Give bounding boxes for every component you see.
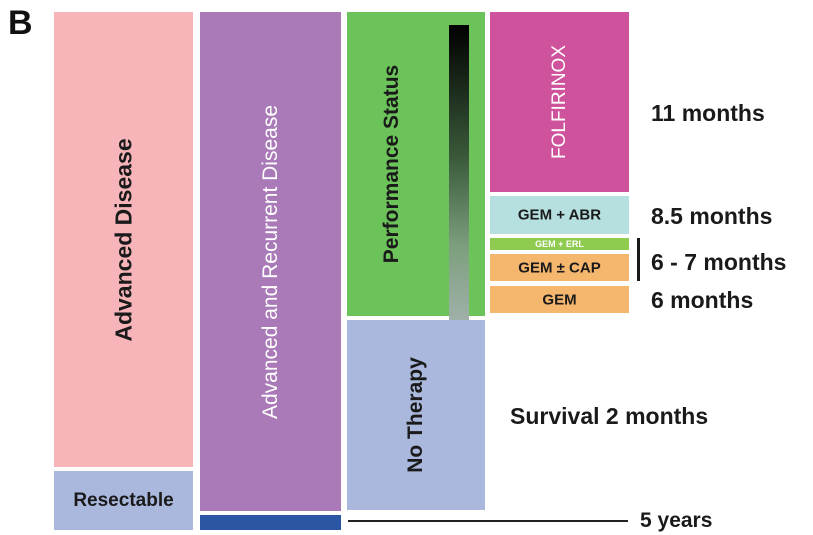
gem-erl-cap-survival: 6 - 7 months bbox=[651, 249, 787, 275]
advanced-recurrent-block: Advanced and Recurrent Disease bbox=[200, 12, 341, 511]
gem-abr-survival: 8.5 months bbox=[651, 203, 773, 229]
five-years-label: 5 years bbox=[640, 509, 713, 532]
advanced-disease-label: Advanced Disease bbox=[110, 137, 136, 342]
gem-erl-block: GEM + ERL bbox=[490, 238, 629, 250]
gem-cap-block: GEM ± CAP bbox=[490, 254, 629, 281]
gem-survival: 6 months bbox=[651, 287, 754, 313]
folfirinox-block: FOLFIRINOX bbox=[490, 12, 629, 192]
advanced-recurrent-label: Advanced and Recurrent Disease bbox=[258, 104, 282, 419]
resectable-block: Resectable bbox=[54, 471, 193, 530]
gem-abr-block: GEM + ABR bbox=[490, 196, 629, 234]
gem-cap-label: GEM ± CAP bbox=[518, 259, 601, 276]
resectable-label: Resectable bbox=[73, 489, 174, 511]
no-therapy-label: No Therapy bbox=[404, 357, 427, 473]
performance-gradient-bar bbox=[449, 25, 469, 320]
gem-block: GEM bbox=[490, 286, 629, 313]
folfirinox-label: FOLFIRINOX bbox=[548, 44, 570, 160]
no-therapy-block: No Therapy bbox=[347, 320, 485, 510]
performance-status-label: Performance Status bbox=[380, 64, 403, 264]
five-years-line bbox=[348, 520, 628, 522]
folfirinox-survival: 11 months bbox=[651, 100, 765, 126]
gem-erl-cap-bracket bbox=[637, 238, 640, 281]
no-therapy-survival: Survival 2 months bbox=[510, 403, 709, 429]
panel-label: B bbox=[8, 4, 33, 42]
resectable-bar bbox=[200, 515, 341, 530]
gem-label: GEM bbox=[542, 291, 577, 308]
gem-abr-label: GEM + ABR bbox=[517, 206, 602, 224]
advanced-disease-block: Advanced Disease bbox=[54, 12, 193, 467]
gem-erl-label: GEM + ERL bbox=[535, 239, 584, 249]
